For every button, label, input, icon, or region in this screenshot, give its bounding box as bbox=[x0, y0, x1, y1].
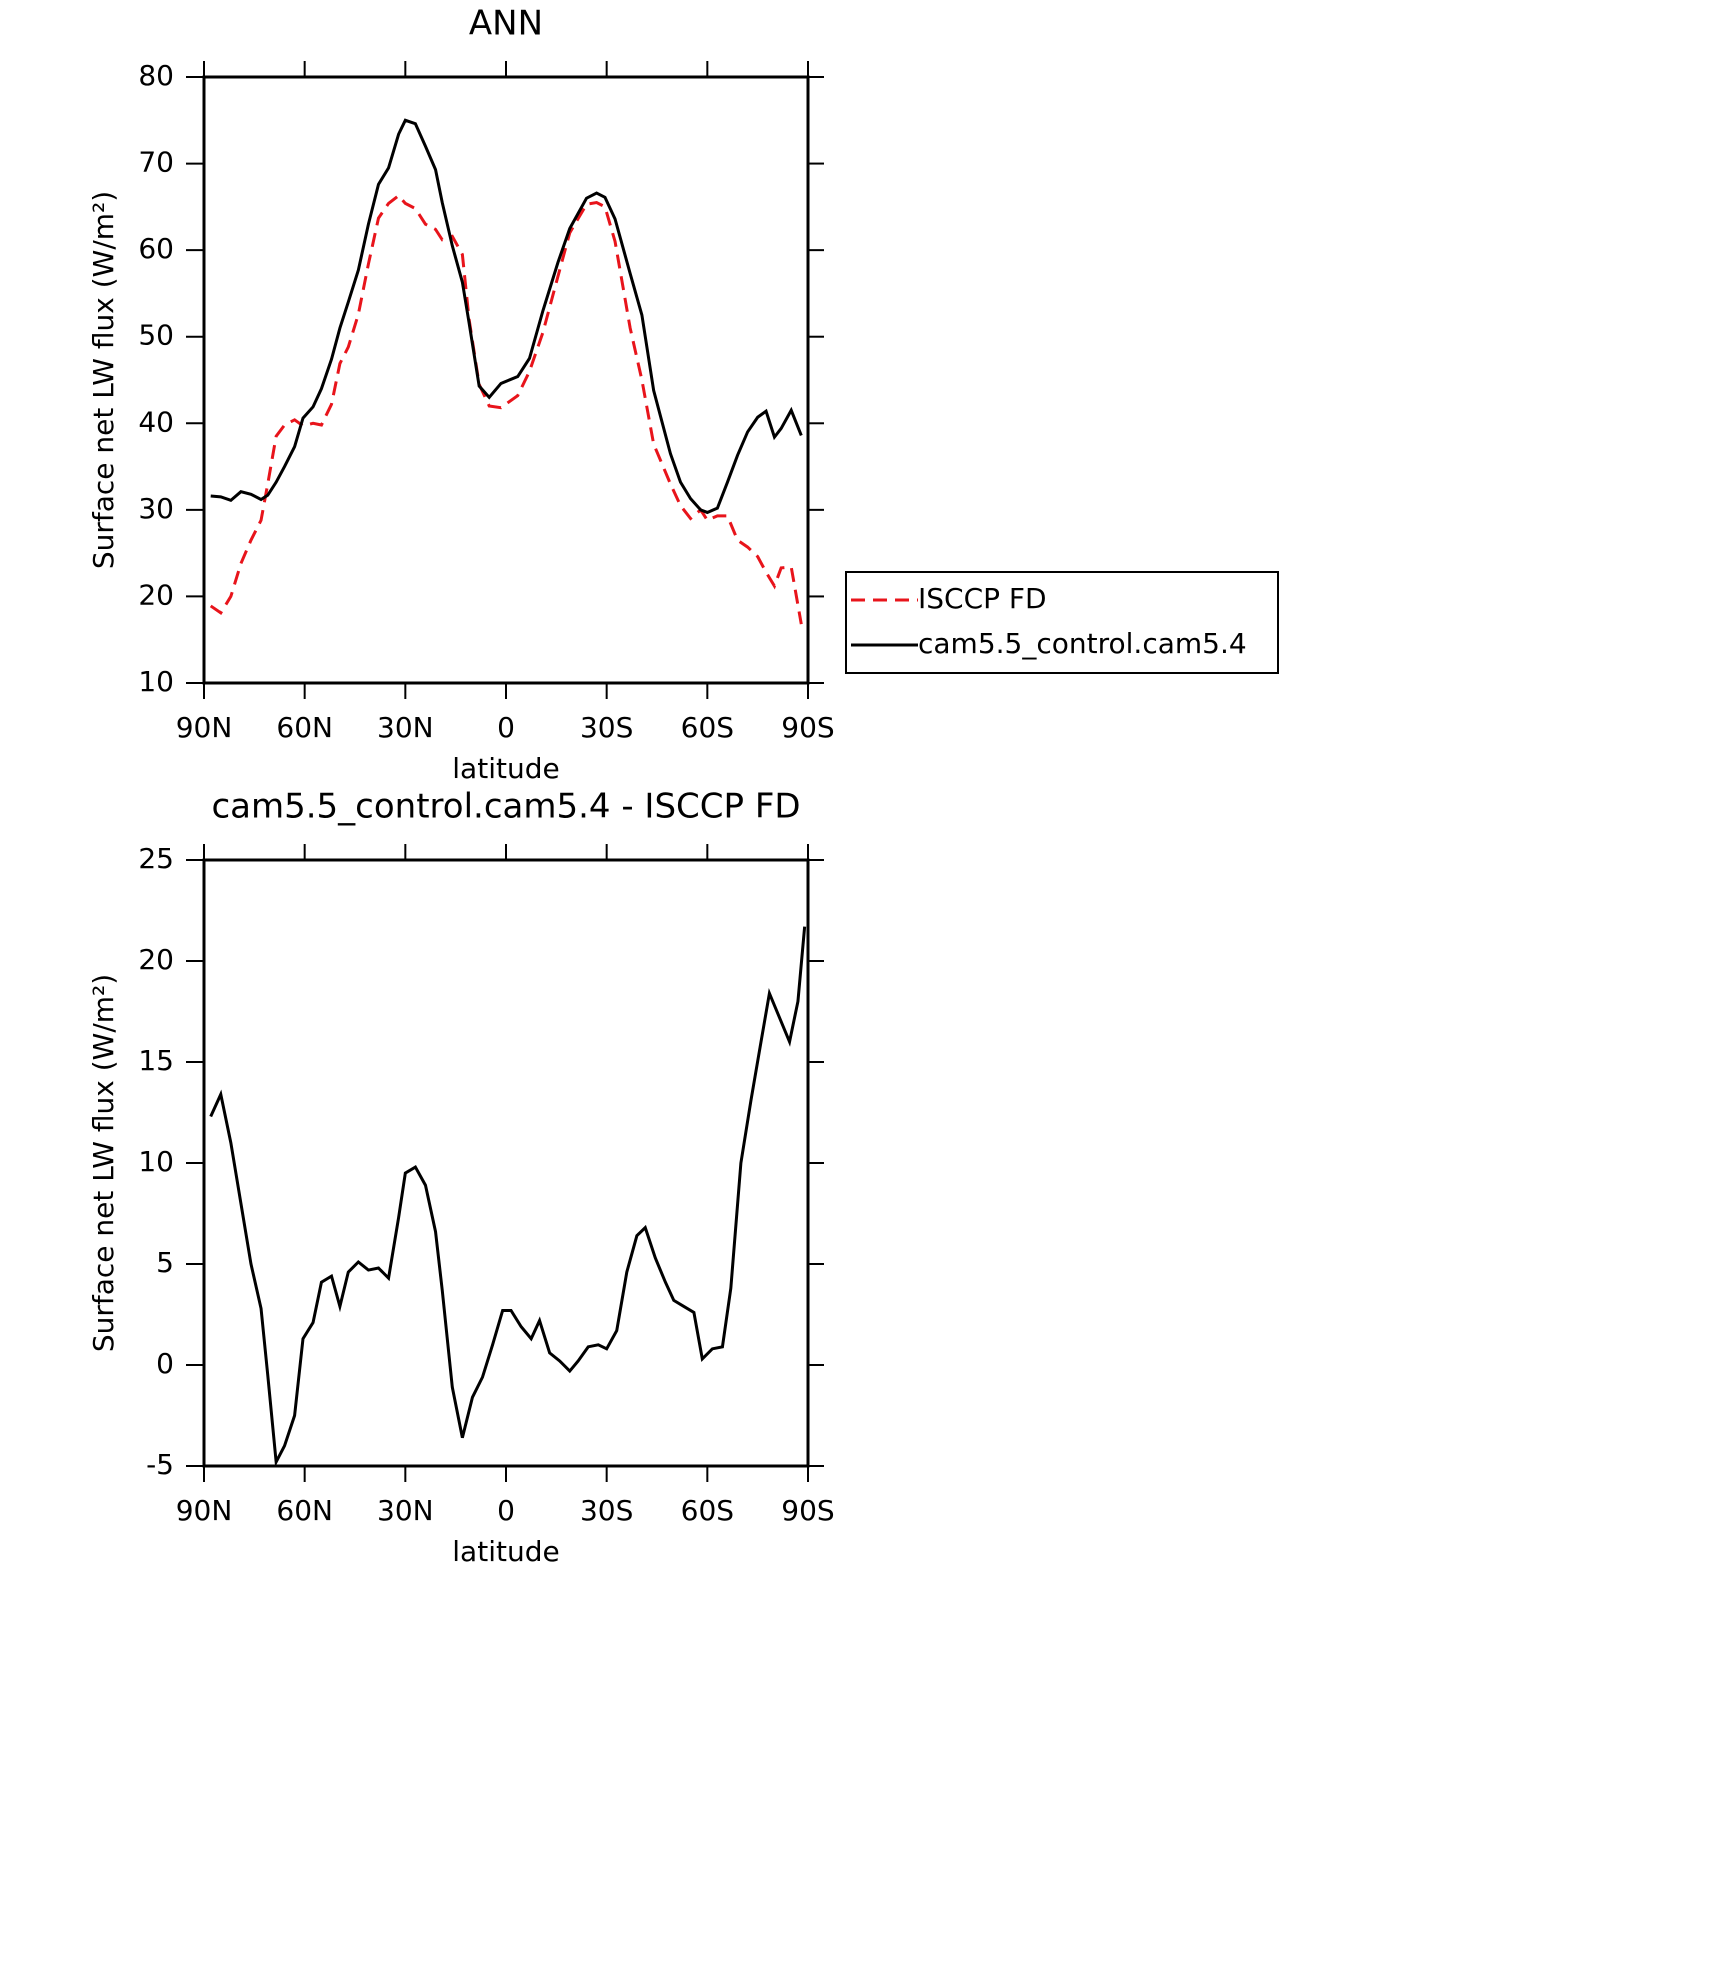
x-axis-label: latitude bbox=[452, 752, 559, 785]
y-tick-label: 25 bbox=[138, 842, 174, 875]
y-tick-label: -5 bbox=[146, 1448, 174, 1481]
x-tick-label: 0 bbox=[497, 711, 515, 744]
x-axis-label: latitude bbox=[452, 1535, 559, 1568]
x-tick-label: 90S bbox=[781, 1494, 834, 1527]
x-tick-label: 0 bbox=[497, 1494, 515, 1527]
x-tick-label: 30S bbox=[580, 1494, 633, 1527]
x-tick-label: 60N bbox=[276, 1494, 333, 1527]
y-axis-label: Surface net LW flux (W/m²) bbox=[87, 974, 120, 1352]
y-tick-label: 20 bbox=[138, 578, 174, 611]
x-tick-label: 30S bbox=[580, 711, 633, 744]
y-tick-label: 80 bbox=[138, 59, 174, 92]
x-tick-label: 90S bbox=[781, 711, 834, 744]
x-tick-label: 90N bbox=[176, 1494, 233, 1527]
y-tick-label: 20 bbox=[138, 943, 174, 976]
x-tick-label: 90N bbox=[176, 711, 233, 744]
y-tick-label: 5 bbox=[156, 1246, 174, 1279]
data-line bbox=[209, 193, 803, 625]
data-line bbox=[209, 926, 807, 1468]
x-tick-label: 60S bbox=[681, 711, 734, 744]
y-tick-label: 50 bbox=[138, 319, 174, 352]
x-tick-label: 60N bbox=[276, 711, 333, 744]
legend-label: cam5.5_control.cam5.4 bbox=[918, 627, 1247, 660]
y-tick-label: 60 bbox=[138, 232, 174, 265]
y-tick-label: 30 bbox=[138, 492, 174, 525]
y-axis-label: Surface net LW flux (W/m²) bbox=[87, 191, 120, 569]
x-tick-label: 60S bbox=[681, 1494, 734, 1527]
y-tick-label: 40 bbox=[138, 405, 174, 438]
y-tick-label: 0 bbox=[156, 1347, 174, 1380]
y-tick-label: 10 bbox=[138, 1145, 174, 1178]
y-tick-label: 70 bbox=[138, 146, 174, 179]
legend-label: ISCCP FD bbox=[918, 582, 1047, 615]
x-tick-label: 30N bbox=[377, 1494, 434, 1527]
data-line bbox=[210, 118, 803, 515]
legend-box bbox=[845, 571, 1279, 674]
chart-title: ANN bbox=[469, 4, 543, 44]
y-tick-label: 10 bbox=[138, 665, 174, 698]
y-tick-label: 15 bbox=[138, 1044, 174, 1077]
plot-frame bbox=[202, 858, 810, 1468]
chart-title: cam5.5_control.cam5.4 - ISCCP FD bbox=[211, 787, 800, 827]
x-tick-label: 30N bbox=[377, 711, 434, 744]
